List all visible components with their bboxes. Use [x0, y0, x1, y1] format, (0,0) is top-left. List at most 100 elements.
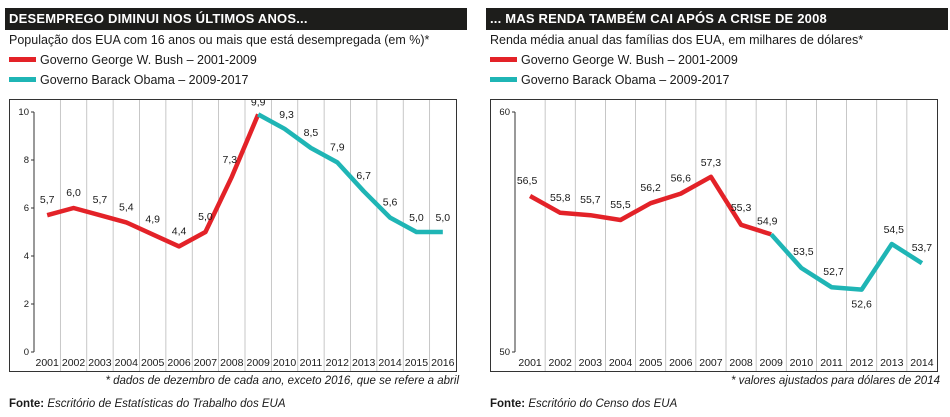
legend-bush: Governo George W. Bush – 2001-2009	[490, 53, 738, 67]
x-tick-label: 2008	[220, 357, 244, 369]
y-tick-label: 2	[24, 299, 29, 310]
legend-obama-swatch	[490, 77, 517, 83]
series-line	[769, 232, 924, 292]
x-tick-label: 2014	[910, 357, 934, 369]
legend-obama-swatch	[9, 77, 36, 83]
data-label: 54,5	[884, 224, 905, 236]
income-chart-subtitle: Renda média anual das famílias dos EUA, …	[490, 33, 864, 47]
data-label: 5,0	[409, 212, 424, 224]
legend-obama: Governo Barack Obama – 2009-2017	[490, 73, 729, 87]
x-tick-label: 2009	[760, 357, 784, 369]
data-label: 55,8	[550, 192, 571, 204]
series-line	[257, 112, 443, 235]
x-tick-label: 2011	[300, 357, 323, 369]
legend-bush-swatch	[490, 57, 517, 63]
unemployment-footnote: * dados de dezembro de cada ano, exceto …	[105, 375, 459, 387]
data-label: 53,7	[912, 242, 933, 254]
y-tick-label: 0	[24, 347, 29, 358]
legend-bush-label: Governo George W. Bush – 2001-2009	[40, 53, 257, 67]
data-label: 57,3	[701, 157, 722, 169]
unemployment-plot-area: 0 2 4 6 8 10 2001 2002 2003 2004 2005 2006 2007 2008 2…	[9, 99, 457, 372]
data-label: 52,6	[851, 299, 872, 311]
x-tick-label: 2011	[820, 357, 843, 369]
data-label: 7,3	[223, 154, 238, 166]
series-line	[46, 113, 261, 249]
x-tick-label: 2005	[639, 357, 663, 369]
data-label: 4,9	[145, 213, 160, 225]
unemployment-source: Fonte: Escritório de Estatísticas do Tra…	[9, 398, 286, 410]
data-label: 55,5	[610, 199, 631, 211]
x-tick-label: 2014	[378, 357, 402, 369]
x-tick-label: 2006	[167, 357, 191, 369]
unemployment-chart-title: DESEMPREGO DIMINUI NOS ÚLTIMOS ANOS...	[5, 8, 467, 30]
x-tick-label: 2002	[549, 357, 573, 369]
x-tick-label: 2002	[62, 357, 86, 369]
x-tick-label: 2013	[352, 357, 376, 369]
y-tick-label: 6	[24, 203, 29, 214]
x-tick-label: 2010	[790, 357, 814, 369]
series-line	[528, 174, 772, 237]
data-label: 5,7	[40, 194, 55, 206]
y-tick-label: 8	[24, 155, 29, 166]
y-tick-label: 60	[499, 107, 510, 118]
x-tick-label: 2016	[431, 357, 455, 369]
source-text: Escritório de Estatísticas do Trabalho d…	[44, 398, 286, 410]
y-tick-label: 50	[499, 347, 510, 358]
legend-bush-swatch	[9, 57, 36, 63]
x-tick-label: 2012	[850, 357, 874, 369]
data-label: 5,4	[119, 201, 134, 213]
unemployment-panel: DESEMPREGO DIMINUI NOS ÚLTIMOS ANOS... P…	[5, 0, 467, 417]
data-label: 6,7	[356, 170, 371, 182]
x-tick-label: 2008	[729, 357, 753, 369]
data-label: 4,4	[172, 225, 187, 237]
legend-bush: Governo George W. Bush – 2001-2009	[9, 53, 257, 67]
legend-obama: Governo Barack Obama – 2009-2017	[9, 73, 248, 87]
data-label: 53,5	[793, 246, 814, 258]
data-label: 9,3	[279, 109, 294, 121]
legend-obama-label: Governo Barack Obama – 2009-2017	[521, 73, 730, 87]
source-label: Fonte:	[490, 398, 526, 410]
data-label: 5,7	[93, 194, 108, 206]
x-tick-label: 2004	[115, 357, 139, 369]
x-tick-label: 2012	[326, 357, 350, 369]
data-label: 55,7	[580, 194, 601, 206]
x-tick-label: 2010	[273, 357, 297, 369]
data-label: 56,2	[640, 182, 661, 194]
x-tick-label: 2007	[194, 357, 218, 369]
x-tick-label: 2006	[669, 357, 693, 369]
x-tick-label: 2007	[699, 357, 723, 369]
x-tick-label: 2009	[247, 357, 271, 369]
data-label: 5,0	[198, 211, 213, 223]
x-tick-label: 2015	[405, 357, 429, 369]
data-label: 5,6	[383, 197, 398, 209]
data-label: 9,9	[251, 100, 266, 108]
y-tick-label: 10	[18, 107, 29, 118]
data-label: 56,5	[517, 175, 538, 187]
x-tick-label: 2001	[518, 357, 542, 369]
x-tick-label: 2013	[880, 357, 904, 369]
x-tick-label: 2003	[88, 357, 112, 369]
data-label: 55,3	[731, 202, 752, 214]
x-tick-label: 2003	[579, 357, 603, 369]
income-panel: ... MAS RENDA TAMBÉM CAI APÓS A CRISE DE…	[486, 0, 948, 417]
income-line-chart: 50 60 2001 2002 2003 2004 2005 2006 2007 2008 2009…	[499, 100, 934, 371]
income-plot-area: 50 60 2001 2002 2003 2004 2005 2006 2007 2008 2009…	[490, 99, 938, 372]
legend-obama-label: Governo Barack Obama – 2009-2017	[40, 73, 249, 87]
data-label: 5,0	[436, 212, 451, 224]
income-chart-title: ... MAS RENDA TAMBÉM CAI APÓS A CRISE DE…	[486, 8, 948, 30]
data-label: 54,9	[757, 215, 778, 227]
income-footnote: * valores ajustados para dólares de 2014	[730, 375, 940, 387]
data-label: 8,5	[304, 127, 319, 139]
income-source: Fonte: Escritório do Censo dos EUA	[490, 398, 677, 410]
unemployment-chart-subtitle: População dos EUA com 16 anos ou mais qu…	[9, 33, 430, 47]
data-label: 56,6	[671, 173, 692, 185]
data-label: 6,0	[66, 187, 81, 199]
source-label: Fonte:	[9, 398, 45, 410]
x-tick-label: 2001	[36, 357, 60, 369]
source-text: Escritório do Censo dos EUA	[525, 398, 678, 410]
x-tick-label: 2005	[141, 357, 165, 369]
y-tick-label: 4	[24, 251, 29, 262]
data-label: 52,7	[823, 266, 844, 278]
legend-bush-label: Governo George W. Bush – 2001-2009	[521, 53, 738, 67]
